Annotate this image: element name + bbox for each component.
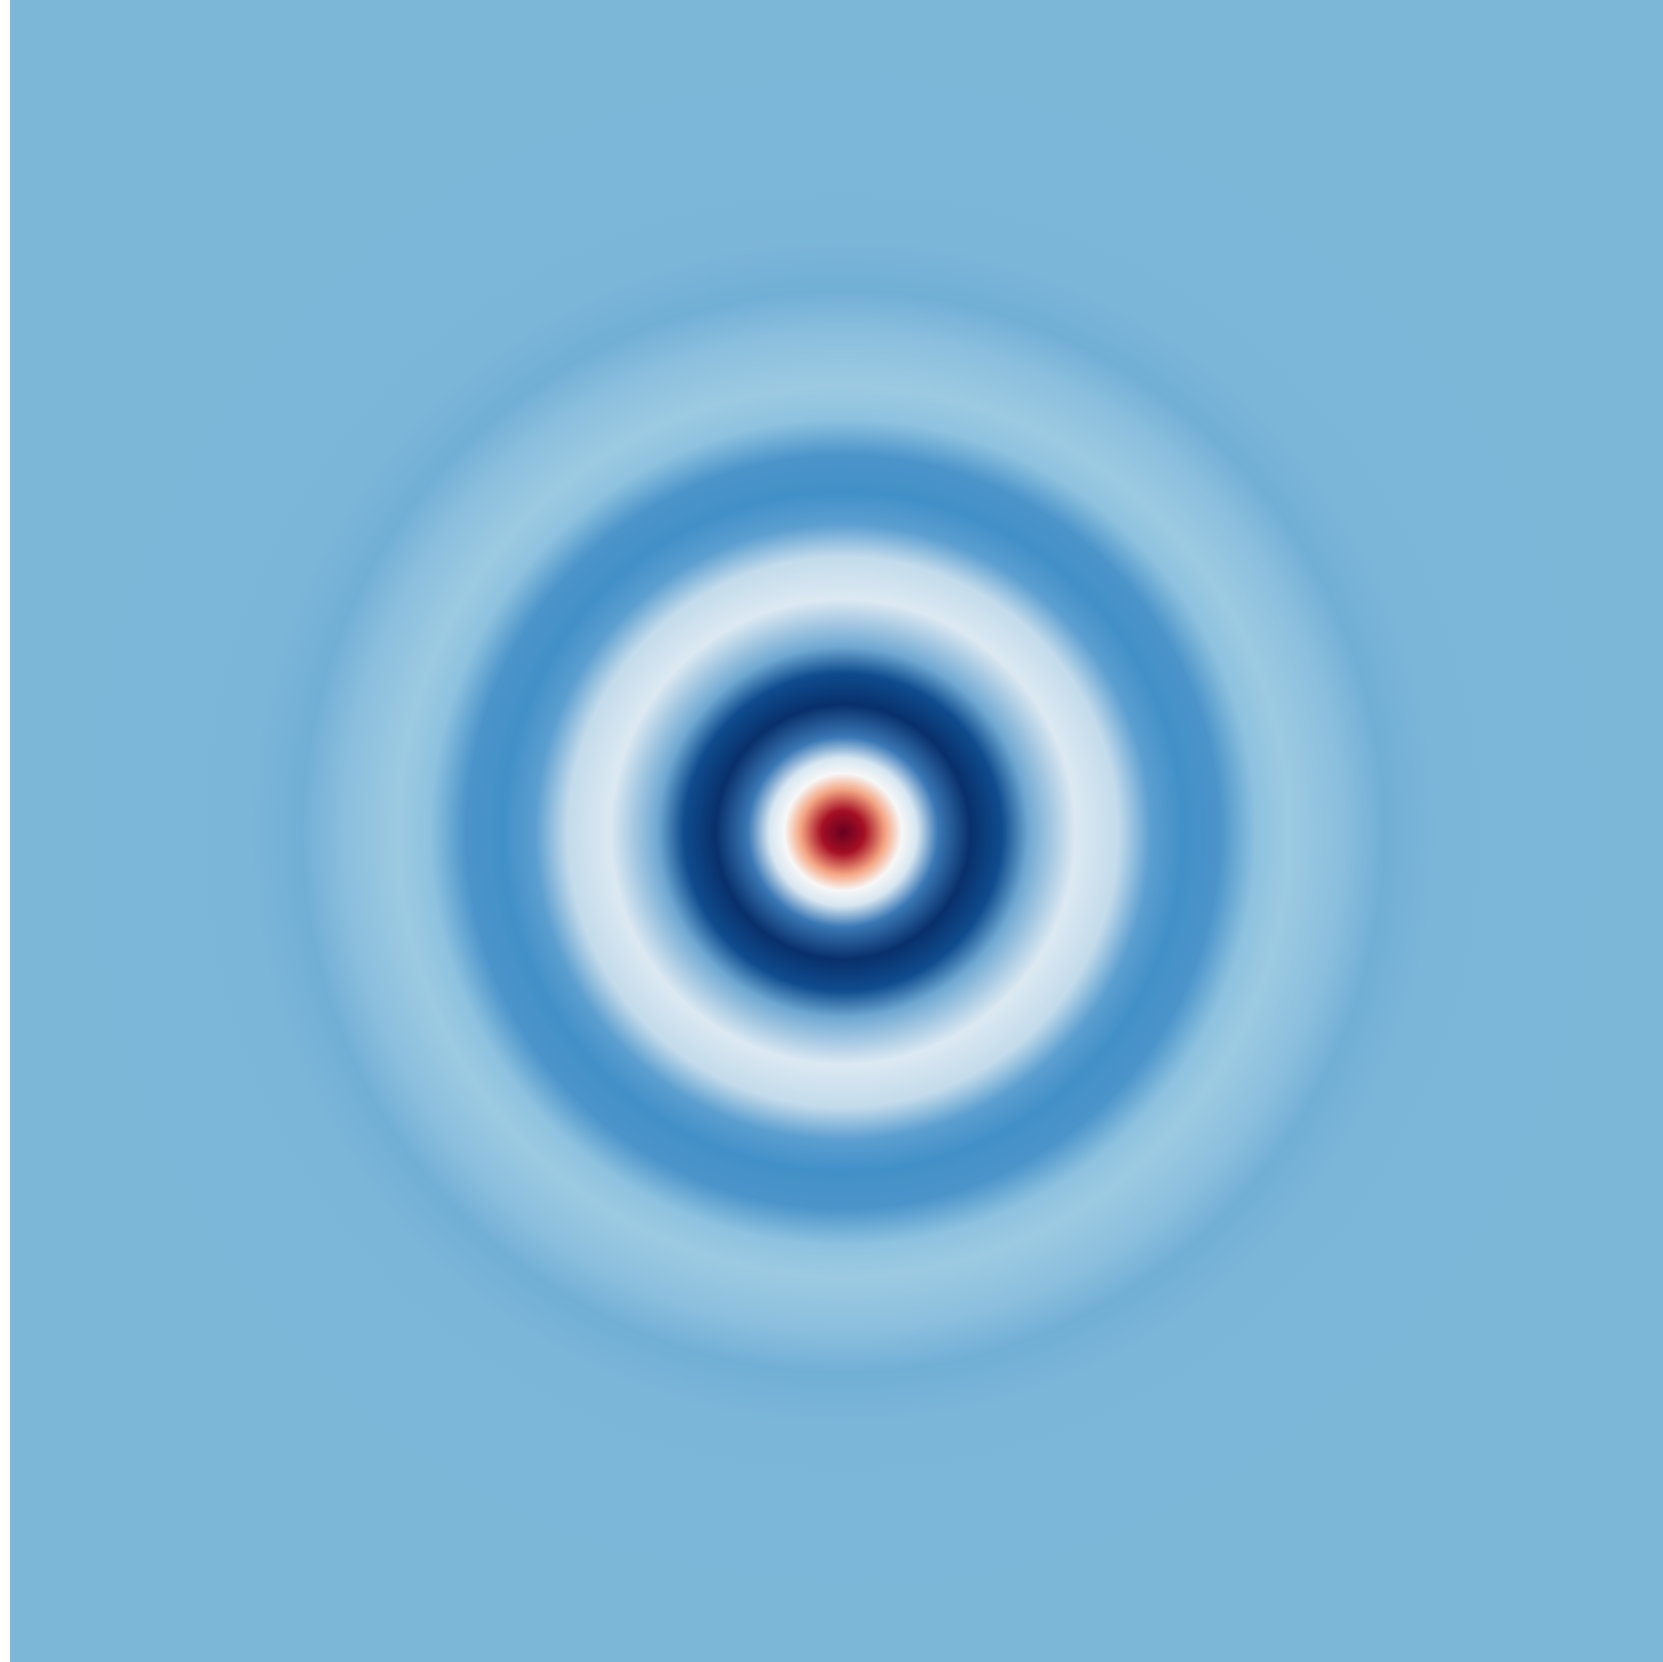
ripple (10, 0, 1663, 1662)
